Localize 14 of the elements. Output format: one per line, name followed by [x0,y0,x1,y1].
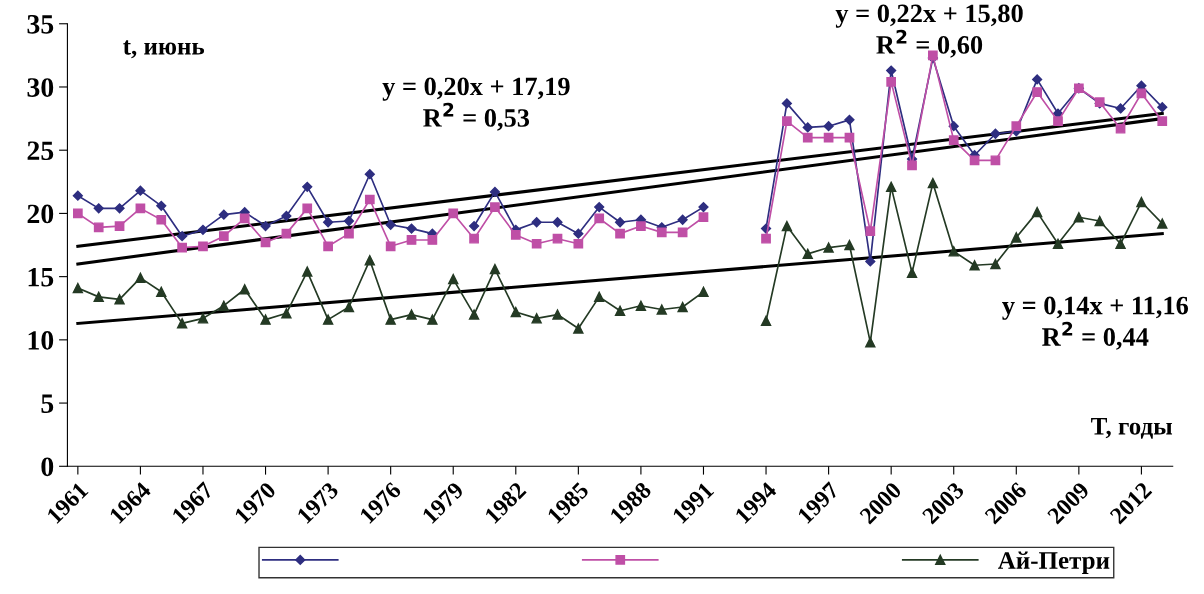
annotation: y = 0,14x + 11,16 R$^{2}$ = 0,44 [1002,296,1189,350]
y-tick-label: 35 [27,15,54,34]
y-tick-label: 20 [27,204,54,224]
y-tick-label: 30 [27,78,54,97]
y-axis-title: t, июнь [123,40,205,59]
y-tick-label: 5 [41,394,54,413]
x-axis-title: T, годы [1091,418,1173,439]
y-tick-label: 25 [27,141,54,161]
annotation: y = 0,20x + 17,19 R$^{2}$ = 0,53 [382,77,570,131]
legend-label: Ай-Петри [998,551,1110,574]
y-tick-label: 15 [28,267,54,287]
y-tick-label: 10 [28,331,54,350]
annotation: y = 0,22x + 15,80 R$^{2}$ = 0,60 [835,4,1023,58]
y-tick-label: 0 [41,457,54,477]
